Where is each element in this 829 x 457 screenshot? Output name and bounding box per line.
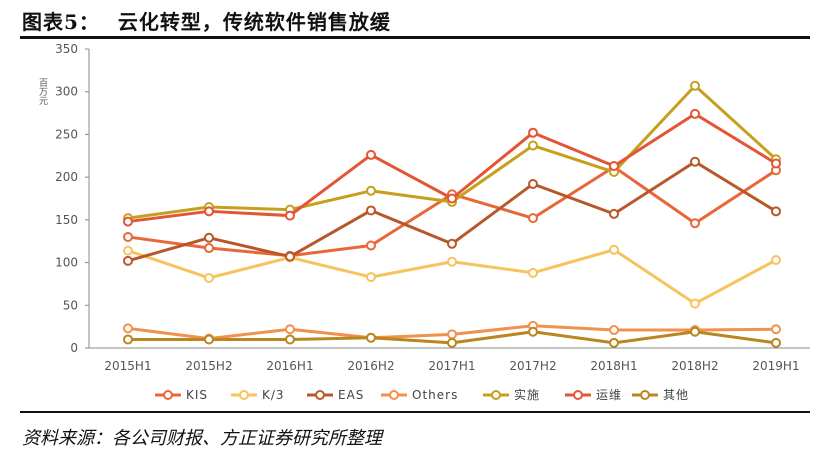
y-tick-label: 50 (63, 298, 78, 312)
data-point (609, 244, 619, 255)
data-point (609, 161, 619, 172)
x-tick-label: 2017H2 (509, 359, 556, 373)
data-point (447, 256, 457, 267)
data-point (690, 80, 700, 91)
figure-title-text: 云化转型，传统软件销售放缓 (117, 10, 391, 34)
data-point (528, 140, 538, 151)
y-axis-label: 百万元 (37, 78, 47, 105)
data-point (447, 337, 457, 348)
legend-swatch-marker (573, 390, 583, 400)
x-tick-label: 2018H1 (590, 359, 637, 373)
data-point (771, 158, 781, 169)
figure-title: 图表5： 云化转型，传统软件销售放缓 (22, 6, 391, 35)
data-point (204, 334, 214, 345)
data-point (528, 127, 538, 138)
data-point (366, 205, 376, 216)
legend-label: KIS (186, 388, 208, 402)
legend-swatch-marker (640, 390, 650, 400)
data-point (366, 240, 376, 251)
data-point (447, 193, 457, 204)
legend-label: EAS (338, 388, 364, 402)
legend-swatch-marker (315, 390, 325, 400)
data-point (123, 334, 133, 345)
legend-label: K/3 (262, 388, 285, 402)
data-point (285, 210, 295, 221)
data-point (771, 206, 781, 217)
x-tick-label: 2016H2 (347, 359, 394, 373)
data-point (123, 231, 133, 242)
legend-label: Others (412, 388, 458, 402)
data-point (690, 298, 700, 309)
data-point (123, 323, 133, 334)
data-point (285, 334, 295, 345)
data-point (204, 206, 214, 217)
x-tick-label: 2016H1 (266, 359, 313, 373)
x-tick-label: 2015H2 (185, 359, 232, 373)
legend-swatch-marker (491, 390, 501, 400)
data-point (123, 216, 133, 227)
data-point (123, 245, 133, 256)
data-point (690, 326, 700, 337)
data-point (771, 255, 781, 266)
data-point (609, 325, 619, 336)
y-tick-label: 300 (55, 85, 78, 99)
y-tick-label: 100 (55, 256, 78, 270)
data-point (285, 324, 295, 335)
data-point (528, 178, 538, 189)
x-tick-label: 2019H1 (752, 359, 799, 373)
legend-swatch-marker (239, 390, 249, 400)
data-point (609, 337, 619, 348)
y-tick-label: 200 (55, 170, 78, 184)
data-point (447, 329, 457, 340)
data-point (609, 208, 619, 219)
y-tick-label: 350 (55, 42, 78, 56)
data-point (690, 218, 700, 229)
legend-swatch-marker (389, 390, 399, 400)
figure-label: 图表5： (22, 10, 100, 34)
y-tick-label: 150 (55, 213, 78, 227)
data-point (204, 272, 214, 283)
data-point (366, 149, 376, 160)
x-tick-label: 2018H2 (671, 359, 718, 373)
data-point (366, 185, 376, 196)
data-point (285, 251, 295, 262)
data-point (771, 337, 781, 348)
source-note: 资料来源：各公司财报、方正证券研究所整理 (22, 428, 382, 449)
data-point (366, 272, 376, 283)
data-point (690, 108, 700, 119)
y-tick-label: 0 (70, 341, 78, 355)
top-rule (20, 36, 810, 39)
y-tick-label: 250 (55, 127, 78, 141)
data-point (690, 156, 700, 167)
data-point (528, 267, 538, 278)
data-point (528, 213, 538, 224)
legend-label: 其他 (663, 388, 689, 402)
data-point (771, 324, 781, 335)
bottom-rule (20, 411, 810, 413)
data-point (528, 326, 538, 337)
legend-label: 运维 (596, 388, 622, 402)
data-point (447, 238, 457, 249)
data-point (366, 332, 376, 343)
data-point (204, 243, 214, 254)
legend-label: 实施 (514, 387, 540, 402)
x-tick-label: 2017H1 (428, 359, 475, 373)
data-point (204, 232, 214, 243)
data-point (123, 255, 133, 266)
x-tick-label: 2015H1 (104, 359, 151, 373)
legend-swatch-marker (163, 390, 173, 400)
